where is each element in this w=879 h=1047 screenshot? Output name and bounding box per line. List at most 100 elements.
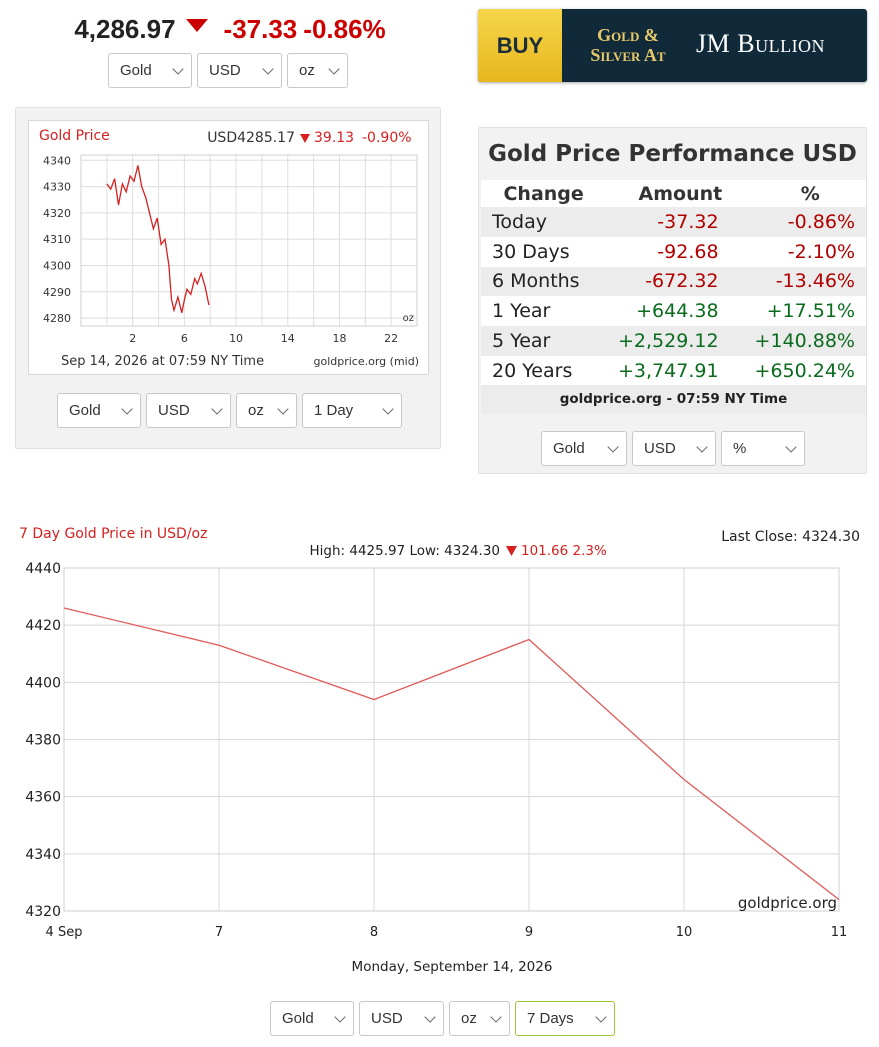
- last-close-label: Last Close: 4324.30: [721, 529, 860, 545]
- seven-day-x-tick-label: 8: [370, 925, 378, 940]
- select-value: USD: [158, 402, 190, 419]
- seven-day-x-tick-label: 7: [215, 925, 223, 940]
- intraday-x-tick-label: 14: [281, 332, 295, 345]
- week-chart-currency-select[interactable]: USD: [359, 1001, 444, 1036]
- metal-select[interactable]: Gold: [108, 53, 192, 88]
- seven-day-x-tick-label: 10: [676, 925, 693, 940]
- chevron-down-icon: [172, 63, 184, 75]
- select-value: Gold: [553, 440, 585, 457]
- chevron-down-icon: [382, 403, 394, 415]
- select-value: 7 Days: [527, 1010, 574, 1027]
- intraday-x-tick-label: 2: [129, 332, 136, 345]
- unit-select[interactable]: oz: [287, 53, 348, 88]
- performance-card: Gold Price Performance USD Change Amount…: [478, 127, 867, 474]
- row-amount: -37.32: [606, 207, 755, 237]
- select-value: Gold: [282, 1010, 314, 1027]
- chevron-down-icon: [490, 1011, 502, 1023]
- select-value: oz: [248, 402, 264, 419]
- select-value: USD: [371, 1010, 403, 1027]
- intraday-price-label: USD4285.17: [207, 130, 295, 146]
- row-amount: +644.38: [606, 296, 755, 327]
- chevron-down-icon: [262, 63, 274, 75]
- current-price: 4,286.97: [74, 14, 176, 44]
- chart-metal-select[interactable]: Gold: [57, 393, 141, 428]
- down-triangle-icon: [185, 19, 208, 32]
- seven-day-x-tick-label: 4 Sep: [46, 925, 83, 940]
- perf-unit-select[interactable]: %: [721, 431, 805, 466]
- performance-table: Change Amount % Today -37.32 -0.86% 30 Days…: [481, 180, 866, 386]
- intraday-source-label: goldprice.org (mid): [314, 355, 420, 368]
- row-percent: -2.10%: [754, 236, 866, 267]
- down-triangle-icon: [506, 546, 517, 556]
- week-chart-metal-select[interactable]: Gold: [270, 1001, 354, 1036]
- column-header-percent: %: [754, 180, 866, 207]
- high-low-label: High: 4425.97 Low: 4324.30: [310, 543, 501, 559]
- chevron-down-icon: [328, 63, 340, 75]
- intraday-change: 39.13: [314, 130, 354, 146]
- row-percent: +17.51%: [754, 296, 866, 327]
- chevron-down-icon: [121, 403, 133, 415]
- table-row: 1 Year +644.38 +17.51%: [481, 296, 866, 327]
- seven-day-price-line: [63, 607, 840, 901]
- table-row: Today -37.32 -0.86%: [481, 207, 866, 237]
- table-row: 5 Year +2,529.12 +140.88%: [481, 326, 866, 356]
- seven-day-chart-title: 7 Day Gold Price in USD/oz: [19, 526, 207, 542]
- down-triangle-icon: [300, 134, 310, 143]
- ad-tagline-line1: Gold &: [597, 25, 659, 45]
- row-amount: -672.32: [606, 266, 755, 297]
- seven-day-y-tick-label: 4440: [25, 561, 61, 577]
- chevron-down-icon: [211, 403, 223, 415]
- current-price-header: 4,286.97 -37.33 -0.86%: [0, 14, 460, 45]
- row-percent: -0.86%: [754, 207, 866, 237]
- intraday-x-tick-label: 6: [181, 332, 188, 345]
- chevron-down-icon: [277, 403, 289, 415]
- chart-currency-select[interactable]: USD: [146, 393, 231, 428]
- intraday-y-tick-label: 4330: [43, 181, 71, 194]
- intraday-date-label: Sep 14, 2026 at 07:59 NY Time: [61, 354, 264, 369]
- intraday-y-tick-label: 4280: [43, 312, 71, 325]
- ad-buy-label: BUY: [478, 9, 562, 82]
- week-chart-unit-select[interactable]: oz: [449, 1001, 510, 1036]
- price-change-percent: -0.86%: [303, 14, 386, 44]
- intraday-chart-card: Gold Price USD4285.17 39.13 -0.90% 4280 4…: [15, 107, 441, 449]
- chart-range-select[interactable]: 1 Day: [302, 393, 402, 428]
- select-value: %: [733, 440, 747, 457]
- row-label: Today: [481, 207, 607, 237]
- table-row: 30 Days -92.68 -2.10%: [481, 236, 866, 267]
- chevron-down-icon: [696, 441, 708, 453]
- week-chart-range-select[interactable]: 7 Days: [515, 1001, 615, 1036]
- select-value: USD: [209, 62, 241, 79]
- chevron-down-icon: [607, 441, 619, 453]
- seven-day-y-tick-label: 4380: [25, 733, 61, 749]
- currency-select[interactable]: USD: [197, 53, 282, 88]
- row-label: 6 Months: [481, 266, 607, 297]
- jm-bullion-ad-banner[interactable]: BUY Gold & Silver At JM Bullion: [478, 9, 867, 82]
- perf-metal-select[interactable]: Gold: [541, 431, 627, 466]
- row-label: 30 Days: [481, 236, 607, 267]
- intraday-chart: Gold Price USD4285.17 39.13 -0.90% 4280 4…: [28, 120, 429, 375]
- row-amount: +3,747.91: [606, 355, 755, 386]
- seven-day-y-tick-label: 4400: [25, 675, 61, 691]
- seven-day-x-tick-label: 9: [525, 925, 533, 940]
- row-label: 20 Years: [481, 355, 607, 386]
- chevron-down-icon: [595, 1011, 607, 1023]
- column-header-change: Change: [481, 180, 607, 207]
- row-label: 1 Year: [481, 296, 607, 327]
- chart-unit-select[interactable]: oz: [236, 393, 297, 428]
- select-value: Gold: [69, 402, 101, 419]
- intraday-y-tick-label: 4290: [43, 286, 71, 299]
- intraday-chart-title: Gold Price: [39, 128, 110, 144]
- intraday-x-tick-label: 18: [332, 332, 346, 345]
- seven-day-change: 101.66 2.3%: [521, 543, 607, 559]
- perf-currency-select[interactable]: USD: [632, 431, 716, 466]
- table-row: 6 Months -672.32 -13.46%: [481, 266, 866, 297]
- table-row: 20 Years +3,747.91 +650.24%: [481, 355, 866, 386]
- intraday-price-line: [106, 165, 210, 313]
- seven-day-y-tick-label: 4320: [25, 904, 61, 920]
- row-percent: +650.24%: [754, 355, 866, 386]
- intraday-change-percent: -0.90%: [362, 130, 412, 146]
- row-label: 5 Year: [481, 326, 607, 356]
- seven-day-y-tick-label: 4360: [25, 790, 61, 806]
- select-value: 1 Day: [314, 402, 354, 419]
- performance-title: Gold Price Performance USD: [488, 141, 857, 167]
